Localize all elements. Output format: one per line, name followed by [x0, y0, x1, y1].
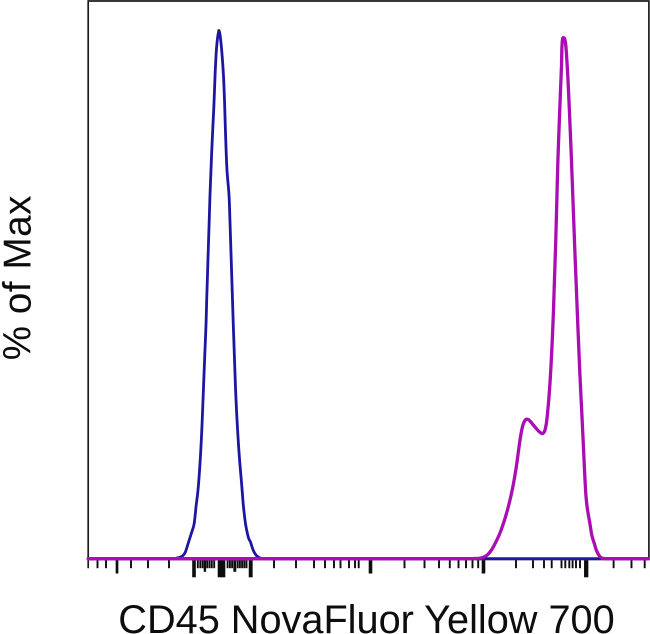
svg-text:% of Max: % of Max — [0, 195, 40, 360]
svg-text:CD45 NovaFluor Yellow 700: CD45 NovaFluor Yellow 700 — [118, 598, 614, 634]
